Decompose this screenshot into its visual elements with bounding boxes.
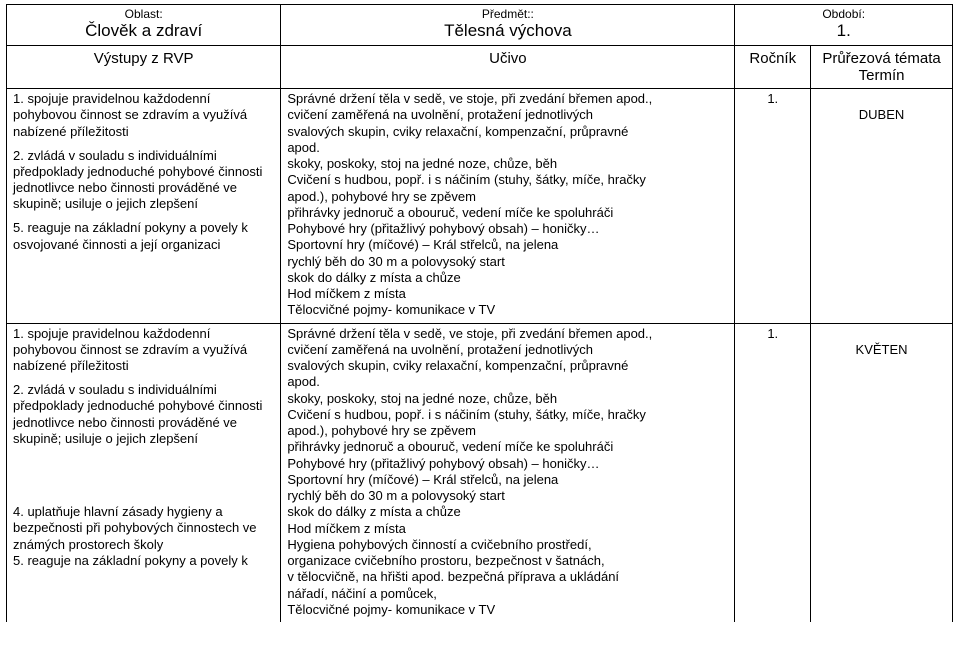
ucivo-line: rychlý běh do 30 m a polovysoký start — [287, 254, 728, 270]
col-title-ucivo: Učivo — [281, 46, 735, 89]
oblast-value: Člověk a zdraví — [11, 21, 276, 41]
col-title-rocnik: Ročník — [735, 46, 811, 89]
ucivo-line: organizace cvičebního prostoru, bezpečno… — [287, 553, 728, 569]
vystupy-item-2: 2. zvládá v souladu s individuálními pře… — [13, 148, 274, 213]
cell-ucivo: Správné držení těla v sedě, ve stoje, př… — [281, 323, 735, 622]
table-row: 1. spojuje pravidelnou každodenní pohybo… — [7, 323, 953, 622]
ucivo-line: v tělocvičně, na hřišti apod. bezpečná p… — [287, 569, 728, 585]
ucivo-line: přihrávky jednoruč a obouruč, vedení míč… — [287, 205, 728, 221]
vystupy-item-5: 5. reaguje na základní pokyny a povely k — [13, 553, 274, 569]
predmet-value: Tělesná výchova — [285, 21, 730, 41]
cell-rocnik: 1. — [735, 323, 811, 622]
ucivo-line: Hygiena pohybových činností a cvičebního… — [287, 537, 728, 553]
vystupy-item-4: 4. uplatňuje hlavní zásady hygieny a bez… — [13, 504, 274, 553]
ucivo-line: Sportovní hry (míčové) – Král střelců, n… — [287, 472, 728, 488]
ucivo-line: apod. — [287, 374, 728, 390]
ucivo-line: nářadí, náčiní a pomůcek, — [287, 586, 728, 602]
cell-prurez: DUBEN — [811, 89, 953, 324]
curriculum-table-page: Oblast: Člověk a zdraví Předmět:: Tělesn… — [0, 0, 959, 626]
prurez-term: DUBEN — [817, 107, 946, 123]
ucivo-line: cvičení zaměřená na uvolnění, protažení … — [287, 342, 728, 358]
ucivo-line: skoky, poskoky, stoj na jedné noze, chůz… — [287, 156, 728, 172]
cell-vystupy: 1. spojuje pravidelnou každodenní pohybo… — [7, 323, 281, 622]
ucivo-line: skoky, poskoky, stoj na jedné noze, chůz… — [287, 391, 728, 407]
ucivo-line: Cvičení s hudbou, popř. i s náčiním (stu… — [287, 172, 728, 188]
ucivo-line: apod.), pohybové hry se zpěvem — [287, 423, 728, 439]
ucivo-line: skok do dálky z místa a chůze — [287, 504, 728, 520]
ucivo-line: svalových skupin, cviky relaxační, kompe… — [287, 124, 728, 140]
vystupy-item-1: 1. spojuje pravidelnou každodenní pohybo… — [13, 326, 274, 375]
col-title-prurez-line1: Průřezová témata — [822, 50, 940, 67]
ucivo-line: Hod míčkem z místa — [287, 286, 728, 302]
ucivo-line: cvičení zaměřená na uvolnění, protažení … — [287, 107, 728, 123]
vystupy-item-2: 2. zvládá v souladu s individuálními pře… — [13, 382, 274, 447]
ucivo-line: skok do dálky z místa a chůze — [287, 270, 728, 286]
col-title-prurez-line2: Termín — [859, 67, 905, 84]
cell-prurez: KVĚTEN — [811, 323, 953, 622]
ucivo-line: apod. — [287, 140, 728, 156]
vystupy-item-1: 1. spojuje pravidelnou každodenní pohybo… — [13, 91, 274, 140]
obdobi-value: 1. — [739, 21, 948, 41]
column-title-row: Výstupy z RVP Učivo Ročník Průřezová tém… — [7, 46, 953, 89]
ucivo-line: Pohybové hry (přitažlivý pohybový obsah)… — [287, 221, 728, 237]
vystupy-item-5: 5. reaguje na základní pokyny a povely k… — [13, 220, 274, 253]
ucivo-line: rychlý běh do 30 m a polovysoký start — [287, 488, 728, 504]
col-title-vystupy: Výstupy z RVP — [7, 46, 281, 89]
header-oblast: Oblast: Člověk a zdraví — [7, 5, 281, 46]
obdobi-label: Období: — [739, 7, 948, 21]
ucivo-line: Sportovní hry (míčové) – Král střelců, n… — [287, 237, 728, 253]
ucivo-line: Tělocvičné pojmy- komunikace v TV — [287, 302, 728, 318]
col-title-prurez: Průřezová témata Termín — [811, 46, 953, 89]
header-predmet: Předmět:: Tělesná výchova — [281, 5, 735, 46]
ucivo-line: Hod míčkem z místa — [287, 521, 728, 537]
ucivo-line: Správné držení těla v sedě, ve stoje, př… — [287, 326, 728, 342]
cell-ucivo: Správné držení těla v sedě, ve stoje, př… — [281, 89, 735, 324]
ucivo-line: Správné držení těla v sedě, ve stoje, př… — [287, 91, 728, 107]
header-row: Oblast: Člověk a zdraví Předmět:: Tělesn… — [7, 5, 953, 46]
ucivo-line: Tělocvičné pojmy- komunikace v TV — [287, 602, 728, 618]
ucivo-line: přihrávky jednoruč a obouruč, vedení míč… — [287, 439, 728, 455]
table-row: 1. spojuje pravidelnou každodenní pohybo… — [7, 89, 953, 324]
ucivo-line: Pohybové hry (přitažlivý pohybový obsah)… — [287, 456, 728, 472]
cell-rocnik: 1. — [735, 89, 811, 324]
predmet-label: Předmět:: — [285, 7, 730, 21]
header-obdobi: Období: 1. — [735, 5, 953, 46]
prurez-term: KVĚTEN — [817, 342, 946, 358]
ucivo-line: svalových skupin, cviky relaxační, kompe… — [287, 358, 728, 374]
ucivo-line: Cvičení s hudbou, popř. i s náčiním (stu… — [287, 407, 728, 423]
cell-vystupy: 1. spojuje pravidelnou každodenní pohybo… — [7, 89, 281, 324]
ucivo-line: apod.), pohybové hry se zpěvem — [287, 189, 728, 205]
curriculum-table: Oblast: Člověk a zdraví Předmět:: Tělesn… — [6, 4, 953, 622]
oblast-label: Oblast: — [11, 7, 276, 21]
